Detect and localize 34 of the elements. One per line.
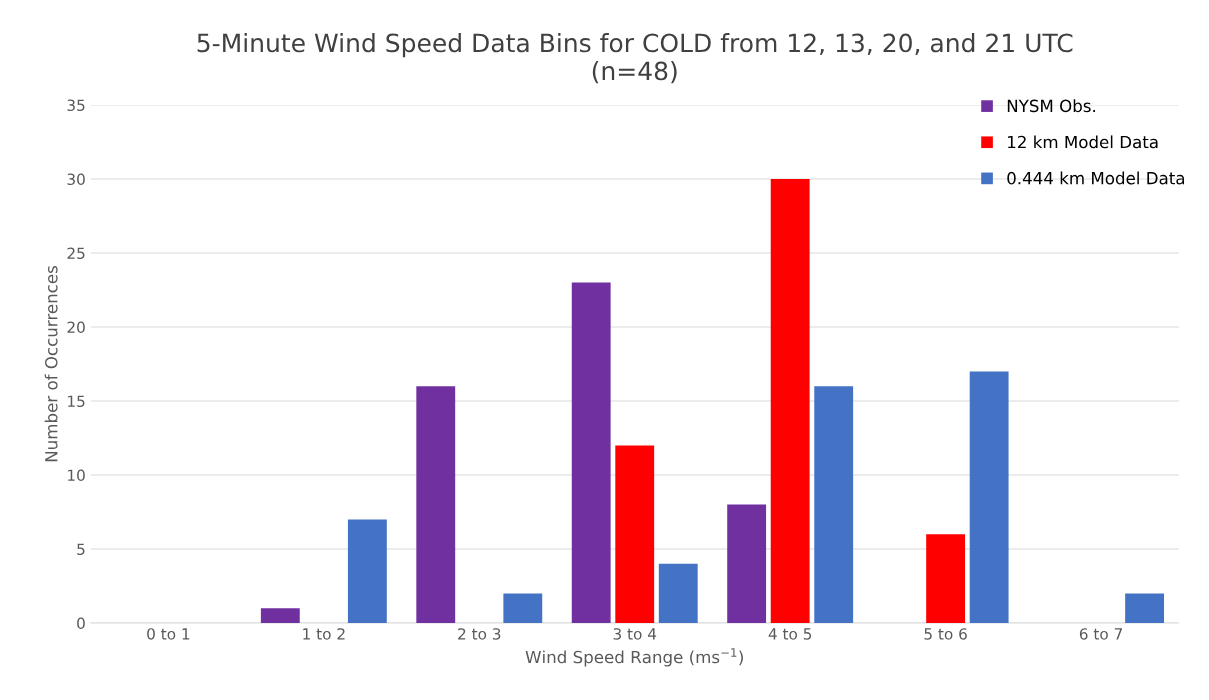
x-tick-label: 4 to 5 <box>768 628 812 640</box>
bar <box>260 608 300 623</box>
bar <box>926 534 966 623</box>
y-tick-label: 35 <box>67 99 85 112</box>
y-tick-label: 20 <box>67 321 85 334</box>
bar <box>615 445 655 623</box>
bar <box>658 563 698 623</box>
x-tick-label: 2 to 3 <box>458 628 501 640</box>
y-tick-label: 5 <box>77 543 85 556</box>
bar <box>416 386 456 623</box>
bar <box>814 386 854 623</box>
bar <box>727 504 767 623</box>
bar <box>770 179 810 623</box>
bar <box>969 371 1009 623</box>
x-tick-label: 0 to 1 <box>147 628 190 640</box>
x-axis-title: Wind Speed Range (ms$^{−1}$) <box>525 648 743 667</box>
x-tick-label: 1 to 2 <box>303 628 345 640</box>
bar <box>347 519 387 623</box>
x-tick-label: 5 to 6 <box>924 628 967 640</box>
legend-label: 12 km Model Data <box>1008 135 1158 149</box>
y-tick-label: 10 <box>68 469 85 482</box>
bar <box>571 282 611 623</box>
y-tick-label: 25 <box>67 247 85 260</box>
y-axis-title: Number of Occurrences <box>44 266 58 462</box>
y-tick-label: 15 <box>68 395 85 408</box>
bar <box>503 593 543 623</box>
x-tick-label: 3 to 4 <box>613 628 657 640</box>
chart-title: 5-Minute Wind Speed Data Bins for COLD from 12, 13, 20, and 21 UTC (n=48) <box>197 33 1073 84</box>
legend-label: 0.444 km Model Data <box>1007 171 1185 185</box>
y-tick-label: 30 <box>67 173 85 186</box>
legend-label: NYSM Obs. <box>1007 99 1095 113</box>
x-tick-label: 6 to 7 <box>1079 628 1122 640</box>
y-tick-label: 0 <box>77 617 85 630</box>
bar <box>1125 593 1165 623</box>
